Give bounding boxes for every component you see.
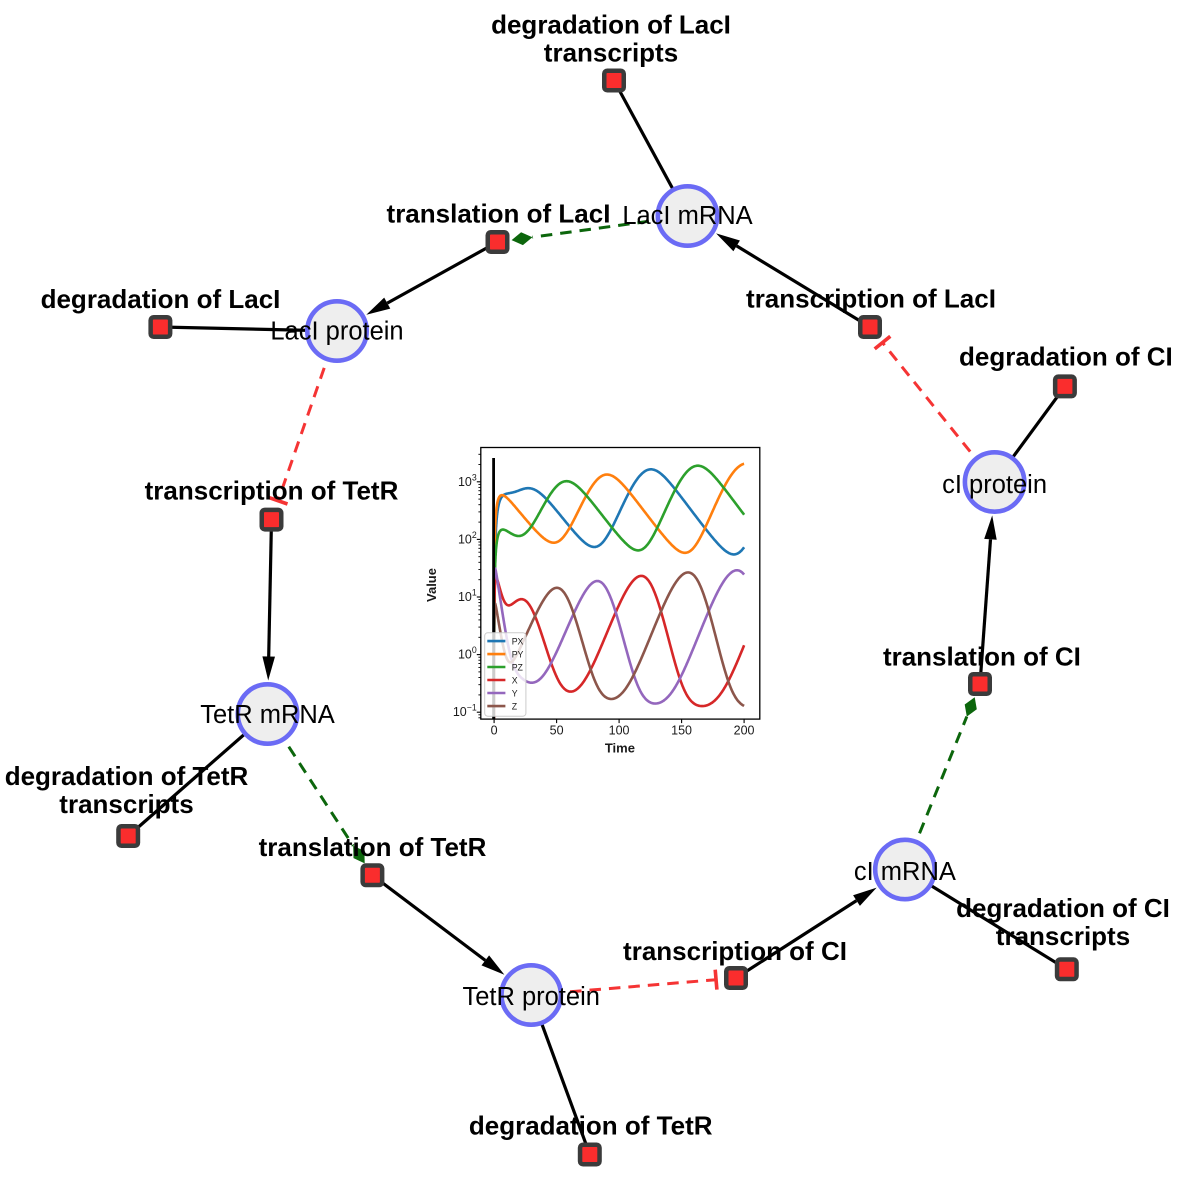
svg-text:PZ: PZ [512,663,524,673]
svg-text:translation of LacI: translation of LacI [387,199,611,229]
svg-text:transcription of CI: transcription of CI [623,936,847,966]
svg-text:TetR mRNA: TetR mRNA [200,701,335,729]
svg-text:LacI protein: LacI protein [270,318,403,346]
svg-text:degradation of CI: degradation of CI [956,893,1170,923]
svg-text:degradation of CI: degradation of CI [959,342,1173,372]
svg-text:transcription of TetR: transcription of TetR [145,476,399,506]
svg-text:Y: Y [512,689,518,699]
svg-text:degradation of LacI: degradation of LacI [41,284,281,314]
svg-text:101.: 101. [458,588,478,605]
svg-text:102.: 102. [458,530,478,547]
svg-text:degradation of LacI: degradation of LacI [491,10,731,40]
svg-text:cI mRNA: cI mRNA [854,858,956,886]
svg-text:transcripts: transcripts [544,38,678,68]
svg-text:degradation of TetR: degradation of TetR [5,761,249,791]
svg-text:X: X [512,676,518,686]
svg-text:100.: 100. [458,645,478,662]
svg-text:150: 150 [671,724,692,738]
svg-text:PX: PX [512,637,524,647]
svg-text:200: 200 [734,724,755,738]
svg-text:transcription of LacI: transcription of LacI [746,284,996,314]
svg-text:PY: PY [512,650,524,660]
svg-text:10−1.: 10−1. [453,703,478,720]
svg-text:TetR protein: TetR protein [462,983,600,1011]
svg-text:transcripts: transcripts [59,789,193,819]
svg-text:50: 50 [550,724,564,738]
svg-text:100: 100 [609,724,630,738]
svg-text:Z: Z [512,702,518,712]
svg-text:0: 0 [491,724,498,738]
svg-text:Time: Time [605,741,635,756]
svg-text:degradation of TetR: degradation of TetR [469,1111,713,1141]
svg-text:translation of TetR: translation of TetR [259,832,487,862]
svg-text:Value: Value [424,568,439,602]
svg-text:transcripts: transcripts [996,921,1130,951]
svg-text:103.: 103. [458,472,478,489]
svg-text:LacI mRNA: LacI mRNA [622,202,752,230]
svg-text:cI protein: cI protein [942,471,1047,499]
svg-text:translation of CI: translation of CI [883,642,1081,672]
